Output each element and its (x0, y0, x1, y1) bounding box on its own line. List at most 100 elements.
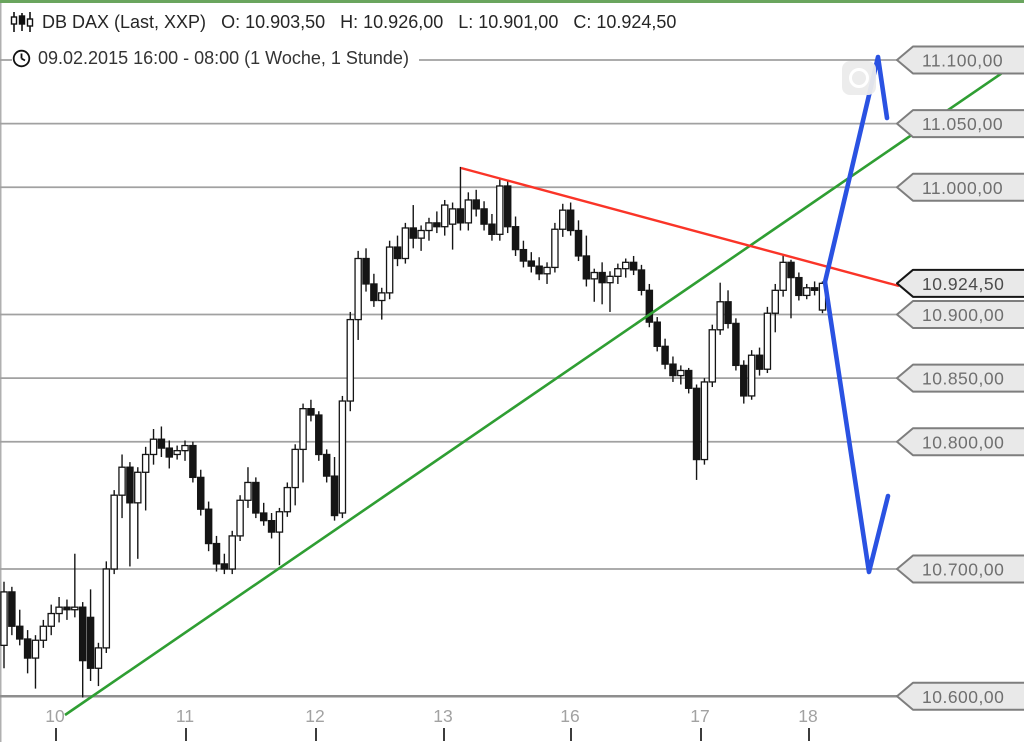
candle (15, 609, 24, 646)
candle-body (527, 260, 536, 267)
candle (661, 338, 669, 370)
candle (708, 324, 717, 388)
resistance-trendline-red[interactable] (460, 166, 900, 288)
candle (802, 283, 811, 300)
candle (417, 225, 425, 251)
candle (732, 318, 740, 371)
price-tag-shape (896, 427, 1024, 457)
candle-body (252, 481, 260, 514)
candle (740, 360, 748, 404)
price-tag-current[interactable]: 10.924,50 (896, 268, 1024, 298)
candle (716, 282, 724, 335)
candle-body (173, 450, 181, 456)
candle (606, 271, 614, 312)
candle (440, 199, 449, 236)
candle (755, 347, 764, 376)
candle-body (708, 329, 717, 383)
projection-line-up[interactable] (822, 54, 890, 285)
candle-body (110, 494, 118, 570)
candle-body (637, 269, 646, 291)
candle (322, 449, 331, 483)
price-tag-11100[interactable]: 11.100,00 (896, 45, 1024, 75)
candle-body (511, 226, 520, 251)
price-tag-shape (896, 109, 1024, 139)
price-tags-layer: 11.100,00 11.050,00 11.000,00 10.900,00 10.8… (896, 45, 1024, 711)
candle-body (275, 511, 284, 533)
candle (496, 179, 504, 241)
candle-body (669, 363, 677, 377)
price-tag-label: 11.050,00 (922, 114, 1003, 134)
candle (299, 403, 307, 483)
candle (692, 384, 701, 480)
candle (598, 262, 606, 305)
x-axis-label-13: 13 (433, 706, 452, 726)
x-axis-label-10: 10 (45, 706, 65, 726)
candle (157, 426, 166, 458)
price-tag-label: 10.600,00 (922, 687, 1004, 707)
camera-snapshot-button[interactable] (842, 61, 876, 95)
candle (551, 222, 559, 273)
candle-body (78, 606, 87, 662)
candle-body (338, 400, 347, 514)
candle (448, 202, 457, 250)
candle (283, 482, 292, 517)
candle (189, 441, 197, 483)
candle-body (598, 271, 606, 284)
candle-body (354, 257, 362, 321)
price-tag-10700[interactable]: 10.700,00 (896, 554, 1024, 584)
candle-body (267, 519, 276, 533)
candle-body (8, 591, 16, 627)
candle (330, 457, 339, 521)
candle (110, 490, 118, 575)
candle (401, 222, 410, 264)
price-tag-10600[interactable]: 10.600,00 (896, 681, 1024, 711)
candle-body (126, 466, 134, 504)
projection-line-down[interactable] (822, 279, 891, 575)
price-tag-11050[interactable]: 11.050,00 (896, 109, 1024, 139)
price-tag-shape (896, 363, 1024, 393)
price-tag-10850[interactable]: 10.850,00 (896, 363, 1024, 393)
candle-body (15, 625, 24, 640)
price-tag-label: 10.850,00 (922, 369, 1004, 389)
support-trendline-green[interactable] (64, 56, 1024, 717)
candle-body (661, 345, 669, 365)
candle-body (779, 261, 787, 291)
price-tag-10800[interactable]: 10.800,00 (896, 427, 1024, 457)
candle-body (496, 185, 504, 235)
candle (669, 356, 677, 382)
candle (259, 502, 268, 526)
candle-body (582, 255, 591, 280)
candle-body (283, 486, 292, 513)
candle-body (31, 639, 40, 659)
candle-body (315, 414, 323, 456)
price-tag-label: 10.900,00 (922, 305, 1004, 325)
candle (653, 317, 661, 352)
candle (346, 311, 355, 412)
candle (393, 235, 402, 267)
candle (684, 367, 693, 394)
price-tag-11000[interactable]: 11.000,00 (896, 172, 1024, 202)
price-tag-label: 10.800,00 (922, 432, 1004, 452)
candle-body (747, 354, 756, 397)
x-axis-label-18: 18 (798, 706, 817, 726)
candle-body (802, 287, 811, 297)
price-tag-label: 10.700,00 (922, 560, 1004, 580)
candle (252, 477, 260, 519)
candle-body (236, 499, 244, 537)
candle (590, 268, 599, 302)
candle (236, 495, 244, 542)
candle-body (732, 322, 740, 367)
candle (795, 272, 803, 301)
candle (433, 211, 441, 234)
candle-body (220, 563, 229, 570)
candle (23, 630, 32, 674)
price-tag-shape (896, 268, 1024, 298)
price-tag-10900[interactable]: 10.900,00 (896, 300, 1024, 329)
candle-body (645, 289, 654, 323)
candle-body (535, 265, 543, 275)
candle (149, 429, 158, 465)
candle (527, 252, 536, 273)
candle (535, 257, 543, 281)
x-axis-label-16: 16 (560, 706, 579, 726)
